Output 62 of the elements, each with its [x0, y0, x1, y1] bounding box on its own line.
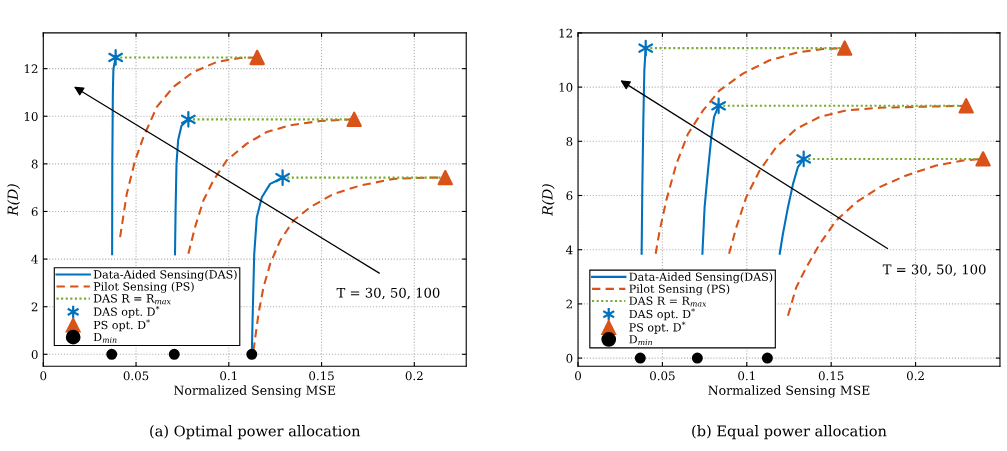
x-tick-label: 0 [40, 371, 47, 381]
text: (b) Equal power allocation [692, 425, 887, 440]
y-tick-label: 8 [31, 159, 38, 169]
annotation: T = 30, 50, 100 [336, 287, 440, 300]
point [106, 348, 118, 360]
point [711, 97, 727, 115]
point [249, 49, 265, 66]
annotation: T = 30, 50, 100 [882, 264, 986, 276]
point [275, 169, 291, 187]
x-tick-label: 0.1 [220, 371, 237, 381]
y-tick-label: 12 [24, 64, 38, 74]
y-tick-label: 8 [566, 137, 573, 146]
y-tick-label: 0 [566, 353, 573, 363]
legend-label: Data-Aided Sensing(DAS) [629, 272, 773, 284]
x-tick-label: 0 [575, 371, 581, 381]
y-tick-label: 0 [31, 350, 38, 359]
legend-label: Pilot Sensing (PS) [93, 282, 194, 293]
y-tick-label: 10 [24, 111, 38, 121]
y-tick-label: 10 [559, 82, 573, 92]
point [108, 49, 124, 66]
point [634, 352, 646, 364]
point [691, 352, 703, 364]
y-tick-label: 6 [31, 207, 38, 217]
legend-label: Pilot Sensing (PS) [629, 284, 730, 296]
x-tick-label: 0.2 [906, 371, 924, 381]
x-axis-title: Normalized Sensing MSE [708, 385, 870, 398]
legend-label: DAS R = R$_{max}$ [629, 296, 707, 307]
point [796, 150, 812, 168]
point [437, 169, 453, 186]
legend-label: DAS R = R$_{max}$ [93, 294, 171, 305]
point [638, 39, 654, 57]
point [836, 40, 853, 56]
legend-label: DAS opt. D$^{*}$ [629, 308, 695, 321]
point [761, 352, 773, 364]
x-tick-label: 0.05 [123, 371, 149, 381]
x-tick-label: 0.15 [309, 371, 334, 381]
legend-label: DAS opt. D$^{*}$ [93, 305, 160, 319]
point [958, 98, 974, 114]
x-tick-label: 0.2 [405, 371, 423, 381]
x-tick-label: 0.15 [818, 371, 844, 381]
y-tick-label: 6 [566, 191, 573, 201]
y-tick-label: 12 [559, 28, 572, 38]
y-tick-label: 4 [566, 245, 573, 255]
point [168, 348, 180, 360]
legend-label: Data-Aided Sensing(DAS) [93, 270, 237, 281]
y-tick-label: 2 [31, 302, 38, 312]
legend-label: D$_{min}$ [93, 332, 117, 343]
y-axis-title: R(D) [541, 184, 555, 216]
point [346, 111, 362, 128]
x-tick-label: 0.1 [738, 371, 755, 381]
text: (a) Optimal power allocation [150, 425, 361, 440]
point [180, 110, 196, 128]
x-tick-label: 0.05 [650, 371, 675, 381]
y-tick-label: 4 [31, 254, 38, 264]
legend-label: PS opt. D$^{*}$ [629, 321, 686, 334]
point [246, 348, 258, 360]
y-tick-label: 2 [566, 299, 572, 309]
point [975, 151, 991, 167]
legend-label: PS opt. D$^{*}$ [93, 319, 150, 332]
legend-label: D$_{min}$ [629, 335, 653, 346]
y-axis-title: R(D) [7, 184, 20, 216]
x-axis-title: Normalized Sensing MSE [174, 385, 336, 398]
